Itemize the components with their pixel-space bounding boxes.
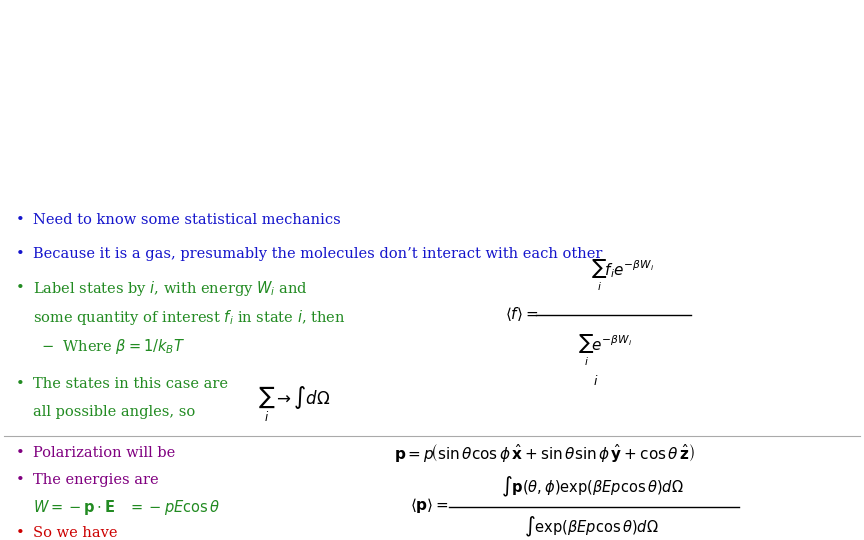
Text: Label states by $i$, with energy $W_i$ and: Label states by $i$, with energy $W_i$ a… (33, 279, 308, 298)
Text: The energies are: The energies are (33, 474, 158, 488)
Text: $\int \mathbf{p}(\theta,\phi)\exp(\beta E p\cos\theta)d\Omega$: $\int \mathbf{p}(\theta,\phi)\exp(\beta … (500, 475, 683, 500)
Text: •: • (16, 474, 24, 488)
Text: What is the expectation value of the dipole moment in the presence of an electri: What is the expectation value of the dip… (79, 141, 785, 158)
Text: $\int \exp(\beta E p\cos\theta)d\Omega$: $\int \exp(\beta E p\cos\theta)d\Omega$ (524, 515, 659, 539)
Text: The states in this case are: The states in this case are (33, 376, 228, 390)
Text: $\langle f \rangle =$: $\langle f \rangle =$ (505, 305, 539, 323)
Text: $\langle \mathbf{p} \rangle =$: $\langle \mathbf{p} \rangle =$ (410, 496, 449, 516)
Text: $\sum_i e^{-\beta W_i}$: $\sum_i e^{-\beta W_i}$ (578, 334, 632, 368)
Text: $\sum_i \rightarrow \int d\Omega$: $\sum_i \rightarrow \int d\Omega$ (257, 384, 330, 424)
Text: Sample Problem 3. 2 (1): Sample Problem 3. 2 (1) (209, 7, 655, 41)
Text: $E$ in the $z$-direction?  If the electric field is weak, show that it is propor: $E$ in the $z$-direction? If the electri… (103, 171, 761, 192)
Text: Need to know some statistical mechanics: Need to know some statistical mechanics (33, 213, 340, 227)
Text: $i$: $i$ (594, 374, 599, 388)
Text: •: • (16, 446, 24, 460)
Text: So we have: So we have (33, 525, 118, 539)
Text: all possible angles, so: all possible angles, so (33, 406, 195, 420)
Text: $W = -\mathbf{p} \cdot \mathbf{E}$   $= -pE\cos\theta$: $W = -\mathbf{p} \cdot \mathbf{E}$ $= -p… (33, 498, 220, 517)
Text: some quantity of interest $f_i$ in state $i$, then: some quantity of interest $f_i$ in state… (33, 308, 346, 327)
Text: Polarization will be: Polarization will be (33, 446, 175, 460)
Text: •: • (16, 281, 24, 295)
Text: •: • (16, 247, 24, 261)
Text: •: • (16, 376, 24, 390)
Text: •: • (16, 525, 24, 539)
Text: Because it is a gas, presumably the molecules don’t interact with each other: Because it is a gas, presumably the mole… (33, 247, 602, 261)
Text: •: • (16, 213, 24, 227)
Text: $\mathbf{p} = p\!\left(\sin\theta\cos\phi\,\hat{\mathbf{x}} + \sin\theta\sin\phi: $\mathbf{p} = p\!\left(\sin\theta\cos\ph… (394, 442, 695, 464)
Text: $\sum_i f_i e^{-\beta W_i}$: $\sum_i f_i e^{-\beta W_i}$ (590, 259, 654, 293)
Text: A molecule in a dilute gas has dipole moment of magnitude $p$ and is at temperat: A molecule in a dilute gas has dipole mo… (82, 107, 782, 129)
Text: $-$  Where $\beta = 1/k_B T$: $-$ Where $\beta = 1/k_B T$ (41, 336, 186, 355)
